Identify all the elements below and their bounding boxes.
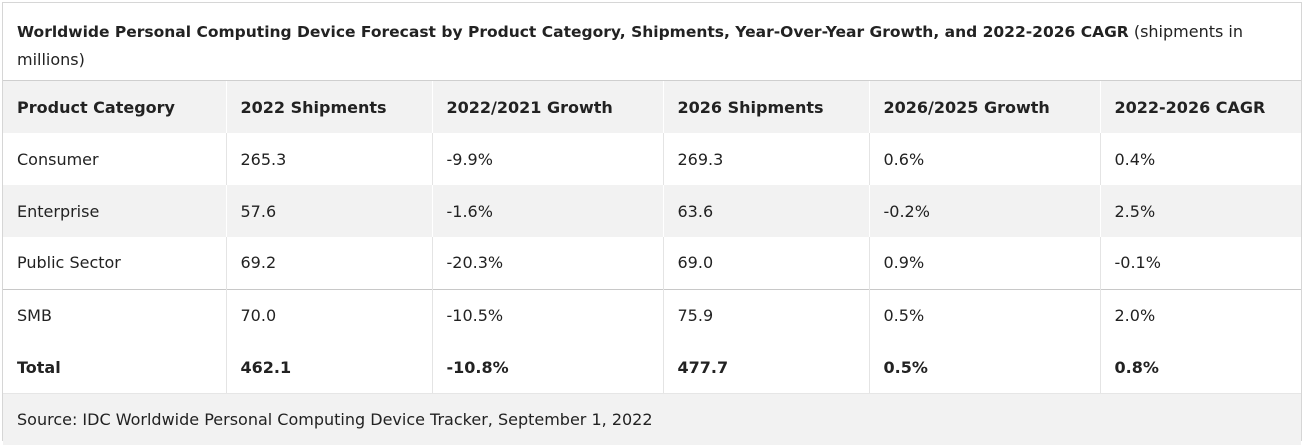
column-header: Product Category (3, 81, 227, 133)
column-header: 2022/2021 Growth (432, 81, 664, 133)
table-cell: -10.8% (432, 341, 664, 393)
table-cell: -10.5% (432, 288, 664, 341)
table-cell: 462.1 (226, 341, 433, 393)
table-cell: Public Sector (3, 237, 227, 289)
table-cell: 0.5% (869, 288, 1101, 341)
table-row: Public Sector 69.2 -20.3% 69.0 0.9% -0.1… (3, 237, 1301, 289)
table-cell: 477.7 (663, 341, 870, 393)
table-cell: 2.5% (1100, 185, 1301, 237)
header-row: Product Category 2022 Shipments 2022/202… (3, 81, 1301, 133)
table-row: Consumer 265.3 -9.9% 269.3 0.6% 0.4% (3, 133, 1301, 185)
table-cell: 265.3 (226, 133, 433, 185)
table-cell: 69.0 (663, 237, 870, 289)
table-cell: 0.5% (869, 341, 1101, 393)
table-cell: -9.9% (432, 133, 664, 185)
table-cell: 70.0 (226, 288, 433, 341)
table-caption: Worldwide Personal Computing Device Fore… (3, 3, 1301, 81)
table-units-note: (shipments in millions) (17, 22, 1243, 69)
table-title: Worldwide Personal Computing Device Fore… (17, 23, 1129, 41)
table-cell: 2.0% (1100, 288, 1301, 341)
table-cell: 0.6% (869, 133, 1101, 185)
table-cell: -0.2% (869, 185, 1101, 237)
table-row: Enterprise 57.6 -1.6% 63.6 -0.2% 2.5% (3, 185, 1301, 237)
column-header: 2026/2025 Growth (869, 81, 1101, 133)
total-row: Total 462.1 -10.8% 477.7 0.5% 0.8% (3, 341, 1301, 393)
table-cell: 69.2 (226, 237, 433, 289)
forecast-table: Product Category 2022 Shipments 2022/202… (3, 81, 1301, 393)
table-row: SMB 70.0 -10.5% 75.9 0.5% 2.0% (3, 288, 1301, 341)
table-cell: 0.8% (1100, 341, 1301, 393)
table-cell: 269.3 (663, 133, 870, 185)
column-header: 2022 Shipments (226, 81, 433, 133)
table-cell: Consumer (3, 133, 227, 185)
column-header: 2022-2026 CAGR (1100, 81, 1301, 133)
table-cell: -1.6% (432, 185, 664, 237)
table-cell: -20.3% (432, 237, 664, 289)
table-cell: 63.6 (663, 185, 870, 237)
table-cell: Total (3, 341, 227, 393)
table-cell: 57.6 (226, 185, 433, 237)
table-cell: 0.4% (1100, 133, 1301, 185)
column-header: 2026 Shipments (663, 81, 870, 133)
table-cell: Enterprise (3, 185, 227, 237)
table-cell: 75.9 (663, 288, 870, 341)
table-source-note: Source: IDC Worldwide Personal Computing… (3, 393, 1301, 445)
table-cell: -0.1% (1100, 237, 1301, 289)
table-cell: SMB (3, 288, 227, 341)
table-cell: 0.9% (869, 237, 1101, 289)
